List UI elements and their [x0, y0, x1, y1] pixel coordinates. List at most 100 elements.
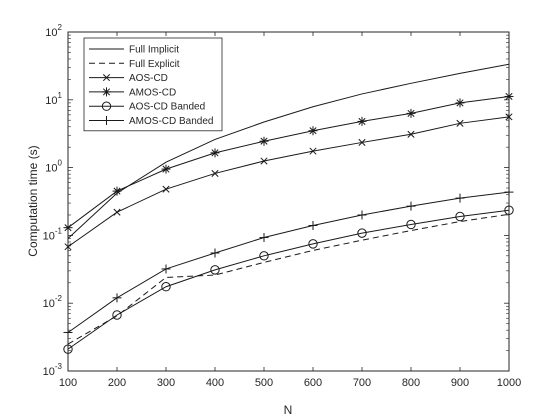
marker-stroke: [113, 208, 121, 216]
data-point-amos-cd-banded: [161, 264, 171, 274]
data-point-aos-cd: [211, 169, 219, 177]
y-tick-label: 101: [45, 91, 62, 107]
series-line-amos-cd-banded: [67, 191, 510, 333]
series-line-aos-cd-banded: [67, 209, 510, 350]
series-line-full-explicit: [67, 213, 510, 345]
marker-circle: [112, 310, 122, 320]
legend-item-amos-cd-banded: AMOS-CD Banded: [89, 116, 213, 127]
data-point-amos-cd-banded: [357, 210, 367, 220]
marker-circle: [63, 344, 73, 354]
legend-item-full-implicit: Full Implicit: [89, 45, 179, 56]
marker-circle: [357, 228, 367, 238]
y-tick-label: 102: [45, 23, 62, 39]
legend-box: [83, 37, 223, 132]
marker-stroke: [102, 74, 111, 82]
marker-stroke: [260, 157, 268, 165]
legend-label: Full Explicit: [129, 59, 180, 70]
data-point-aos-cd-banded: [308, 239, 318, 249]
x-tick-label: 800: [402, 377, 420, 389]
series-line-full-implicit: [67, 63, 510, 239]
x-tick-label: 500: [255, 377, 273, 389]
series-amos-cd-banded: [63, 187, 514, 337]
x-axis: 100 200 300 400 500 600 700 800 900 1000: [59, 32, 521, 389]
data-point-aos-cd: [162, 185, 170, 193]
data-point-aos-cd: [260, 157, 268, 165]
marker-stroke: [211, 149, 219, 157]
x-tick-label: 100: [59, 377, 77, 389]
data-point-amos-cd-banded: [259, 233, 269, 243]
marker-stroke: [358, 117, 366, 125]
data-point-aos-cd-banded: [455, 211, 465, 222]
legend-label: AOS-CD Banded: [129, 102, 205, 113]
y-tick-label: 100: [45, 159, 62, 175]
data-point-aos-cd: [113, 208, 121, 216]
data-point-aos-cd: [456, 119, 464, 127]
data-point-aos-cd: [309, 147, 317, 155]
marker-stroke: [456, 119, 464, 127]
data-point-amos-cd-banded: [210, 248, 220, 258]
data-point-amos-cd-banded: [112, 293, 122, 303]
legend-label: AMOS-CD: [129, 87, 176, 98]
data-point-aos-cd: [407, 130, 415, 138]
y-axis-label: Computation time (s): [26, 145, 40, 256]
marker-stroke: [64, 243, 72, 251]
marker-stroke: [162, 185, 170, 193]
data-point-amos-cd: [406, 108, 416, 118]
marker-stroke: [64, 224, 72, 232]
data-point-aos-cd: [358, 138, 366, 146]
data-point-amos-cd: [161, 164, 171, 174]
marker-stroke: [505, 92, 513, 101]
legend-item-amos-cd: AMOS-CD: [89, 87, 176, 98]
data-point-amos-cd-banded: [308, 220, 318, 230]
legend: Full Implicit Full Explicit AOS-CD AMOS-CD A…: [83, 37, 223, 132]
marker-stroke: [162, 165, 170, 173]
marker-stroke: [102, 88, 111, 96]
marker-circle: [259, 251, 269, 261]
data-point-amos-cd-banded: [455, 193, 465, 203]
data-point-amos-cd-banded: [63, 327, 73, 337]
y-tick-label: 10-3: [43, 362, 63, 378]
data-point-amos-cd: [63, 223, 73, 233]
data-point-amos-cd: [357, 116, 367, 126]
data-point-amos-cd: [455, 98, 465, 108]
marker-stroke: [407, 130, 415, 138]
marker-stroke: [309, 147, 317, 155]
data-point-aos-cd: [505, 113, 513, 121]
data-point-aos-cd-banded: [406, 219, 416, 230]
legend-item-aos-cd: AOS-CD: [89, 73, 168, 84]
series-aos-cd-banded: [63, 205, 514, 354]
marker-stroke: [309, 127, 317, 135]
marker-circle: [308, 239, 318, 249]
series-full-explicit: [67, 213, 510, 345]
marker-circle: [455, 211, 465, 222]
x-axis-label: N: [284, 403, 293, 417]
marker-stroke: [407, 109, 415, 117]
data-point-amos-cd: [210, 148, 220, 158]
legend-marker: [102, 74, 111, 82]
x-tick-label: 400: [206, 377, 224, 389]
legend-label: Full Implicit: [129, 45, 179, 56]
marker-circle: [101, 101, 112, 111]
data-point-amos-cd: [112, 186, 122, 196]
data-point-aos-cd-banded: [161, 282, 171, 292]
legend-marker: [102, 116, 111, 125]
data-point-aos-cd-banded: [357, 228, 367, 238]
marker-circle: [210, 265, 220, 275]
series-full-implicit: [67, 63, 510, 239]
x-tick-label: 600: [304, 377, 322, 389]
x-tick-label: 200: [108, 377, 126, 389]
data-point-amos-cd: [504, 91, 514, 101]
series-line-amos-cd: [67, 95, 510, 229]
marker-stroke: [113, 187, 121, 195]
x-tick-label: 700: [353, 377, 371, 389]
data-point-amos-cd: [259, 136, 269, 146]
data-point-aos-cd-banded: [259, 251, 269, 261]
data-point-aos-cd-banded: [63, 344, 73, 354]
x-tick-label: 900: [451, 377, 469, 389]
legend-label: AMOS-CD Banded: [129, 116, 213, 127]
marker-stroke: [456, 99, 464, 107]
data-point-aos-cd: [64, 243, 72, 251]
marker-circle: [161, 282, 171, 292]
data-point-amos-cd-banded: [406, 201, 416, 211]
